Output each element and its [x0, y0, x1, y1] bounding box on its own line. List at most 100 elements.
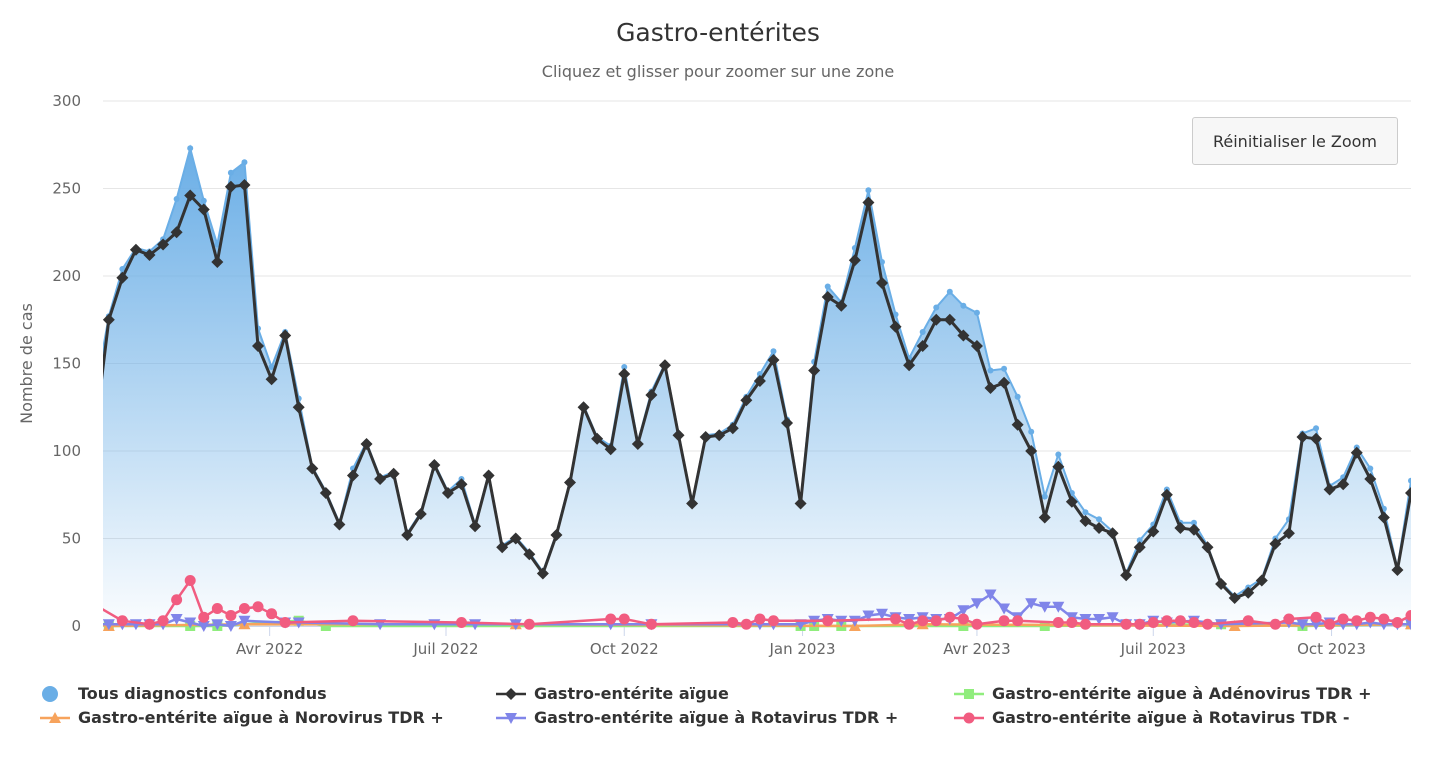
data-point	[618, 368, 631, 380]
data-point	[919, 329, 926, 335]
data-point	[197, 621, 210, 632]
legend-item[interactable]: Gastro-entérite aïgue à Rotavirus TDR -	[954, 708, 1350, 727]
data-point	[957, 613, 969, 625]
data-point	[1188, 617, 1200, 628]
data-point	[1255, 574, 1268, 587]
data-point	[1038, 511, 1051, 524]
data-point	[984, 589, 997, 601]
data-point	[1324, 618, 1336, 630]
data-point	[319, 487, 332, 499]
data-point	[1025, 598, 1038, 610]
data-point	[1174, 522, 1187, 534]
x-tick-label: Jan 2023	[768, 640, 835, 658]
data-point	[1011, 418, 1024, 431]
data-point	[184, 617, 197, 629]
y-tick-label: 150	[52, 355, 81, 373]
data-point	[1001, 365, 1008, 372]
data-point	[92, 390, 98, 396]
data-point	[645, 618, 657, 630]
legend-item[interactable]: Gastro-entérite aïgue à Norovirus TDR +	[40, 708, 444, 727]
legend-item[interactable]: Tous diagnostics confondus	[40, 684, 327, 703]
legend-symbol-icon	[954, 688, 984, 699]
data-point	[754, 613, 766, 625]
data-point	[875, 277, 888, 289]
data-point	[1052, 617, 1064, 628]
data-point	[1025, 445, 1038, 457]
data-point	[1147, 617, 1159, 628]
data-point	[1364, 473, 1377, 485]
data-point	[224, 621, 237, 632]
data-point	[944, 611, 956, 623]
data-point	[252, 340, 265, 352]
data-point	[808, 364, 821, 377]
data-point	[618, 613, 630, 625]
data-point	[1012, 615, 1024, 627]
data-point	[1120, 618, 1132, 630]
data-point	[1014, 393, 1021, 400]
data-point	[1079, 618, 1091, 630]
data-point	[1296, 619, 1309, 631]
data-point	[645, 389, 658, 401]
data-point	[184, 575, 196, 586]
data-point	[1408, 477, 1411, 484]
data-point	[238, 615, 251, 627]
data-point	[428, 459, 441, 471]
data-point	[1310, 619, 1323, 631]
data-point	[1161, 615, 1173, 627]
reset-zoom-button[interactable]: Réinitialiser le Zoom	[1192, 117, 1398, 165]
data-point	[933, 304, 940, 311]
legend-item[interactable]: Gastro-entérite aïgue à Rotavirus TDR +	[496, 708, 898, 727]
data-point	[848, 254, 861, 267]
legend-item[interactable]: Gastro-entérite aïgue à Adénovirus TDR +	[954, 684, 1372, 703]
data-point	[1106, 527, 1119, 540]
data-point	[455, 617, 467, 628]
data-point	[564, 476, 577, 489]
data-point	[211, 603, 223, 614]
data-point	[1052, 460, 1065, 473]
legend-marker	[42, 685, 58, 702]
data-point	[1215, 578, 1228, 590]
data-point	[822, 615, 834, 627]
data-point	[824, 283, 831, 290]
legend-symbol-icon	[42, 685, 58, 702]
plot-area[interactable]: 0 50 100 150 200 250 300 Nombre de cas Avr 2022 J…	[0, 0, 1436, 680]
data-point	[90, 600, 101, 611]
data-point	[1323, 483, 1336, 496]
data-point	[173, 196, 180, 202]
data-point	[1028, 428, 1035, 435]
data-point	[1202, 618, 1214, 630]
data-point	[1055, 451, 1062, 458]
data-point	[1106, 612, 1119, 624]
data-point	[441, 487, 454, 499]
data-point	[550, 529, 563, 541]
data-point	[727, 617, 739, 628]
series-1	[103, 179, 1411, 604]
data-point	[875, 608, 888, 620]
data-point	[1201, 541, 1214, 554]
data-point	[279, 329, 292, 342]
data-point	[509, 532, 522, 545]
data-point	[1313, 425, 1320, 432]
data-point	[292, 401, 305, 414]
data-point	[1269, 537, 1282, 550]
data-point	[171, 594, 183, 606]
data-point	[414, 508, 427, 520]
data-point	[320, 621, 331, 631]
legend-item[interactable]: Gastro-entérite aïgue	[496, 684, 729, 703]
data-point	[658, 359, 671, 372]
data-point	[116, 615, 128, 627]
legend-symbol-icon	[40, 711, 70, 723]
data-point	[1160, 488, 1173, 501]
data-point	[482, 469, 495, 482]
data-point	[1350, 446, 1363, 459]
legend-label: Gastro-entérite aïgue à Rotavirus TDR -	[992, 708, 1350, 727]
data-point	[1041, 493, 1048, 500]
data-point	[1405, 619, 1411, 631]
data-point	[268, 364, 275, 370]
data-point	[116, 271, 129, 284]
data-point	[333, 518, 346, 531]
data-point	[1367, 465, 1374, 472]
data-point	[1377, 511, 1390, 524]
data-point	[998, 376, 1011, 389]
data-point	[946, 288, 953, 295]
